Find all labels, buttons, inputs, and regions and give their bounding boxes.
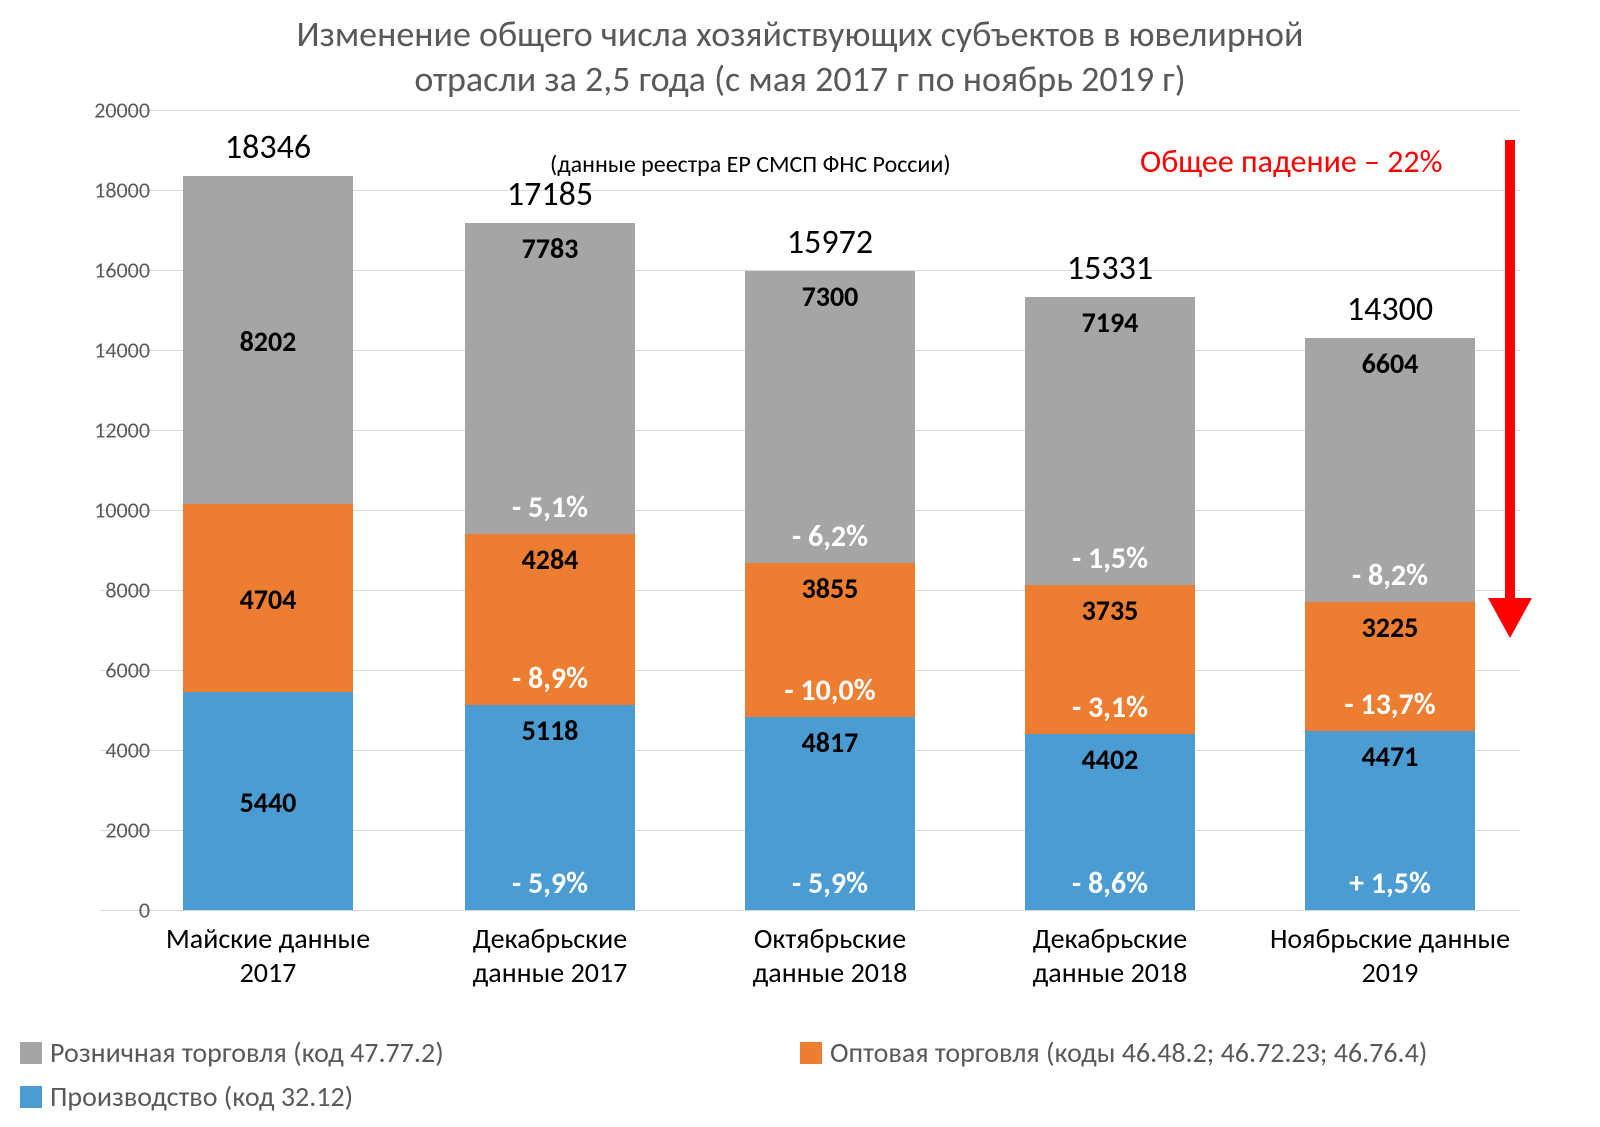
segment-value: 4402 (1025, 742, 1195, 777)
bar-segment-wholesale: 3735 - 3,1% (1025, 585, 1195, 734)
y-axis-label: 18000 (90, 177, 150, 204)
bar-segment-production: 5440 (183, 692, 353, 910)
y-axis-label: 6000 (90, 657, 150, 684)
source-annotation: (данные реестра ЕР СМСП ФНС России) (550, 150, 951, 179)
bar-segment-retail: 6604 - 8,2% (1305, 338, 1475, 602)
legend-label: Розничная торговля (код 47.77.2) (50, 1035, 444, 1070)
legend-label: Производство (код 32.12) (50, 1079, 353, 1114)
segment-value: 3855 (745, 571, 915, 606)
bar-segment-wholesale: 4704 (183, 504, 353, 692)
total-label: 18346 (183, 127, 353, 168)
legend-item: Оптовая торговля (коды 46.48.2; 46.72.23… (800, 1035, 1427, 1070)
segment-percent: - 1,5% (1025, 540, 1195, 577)
segment-percent: - 6,2% (745, 518, 915, 555)
segment-value: 4704 (183, 582, 353, 617)
overall-fall-annotation: Общее падение – 22% (1140, 142, 1443, 181)
legend-swatch (20, 1086, 42, 1108)
segment-percent: - 3,1% (1025, 689, 1195, 726)
segment-percent: - 10,0% (745, 672, 915, 709)
bar-group: 4471 + 1,5% 3225 - 13,7% 6604 - 8,2% 14300 (1305, 110, 1475, 910)
segment-percent: - 8,6% (1025, 865, 1195, 902)
y-axis-label: 4000 (90, 737, 150, 764)
segment-value: 7194 (1025, 305, 1195, 340)
y-axis-label: 12000 (90, 417, 150, 444)
y-axis-label: 10000 (90, 497, 150, 524)
segment-value: 3225 (1305, 610, 1475, 645)
segment-value: 5118 (465, 713, 635, 748)
arrow-head (1488, 598, 1532, 638)
y-axis-label: 2000 (90, 817, 150, 844)
legend-item: Розничная торговля (код 47.77.2) (20, 1035, 444, 1070)
segment-value: 3735 (1025, 593, 1195, 628)
bar-segment-wholesale: 3855 - 10,0% (745, 563, 915, 717)
gridline (100, 910, 1520, 911)
plot-area: 5440 4704 8202 18346 5118 - 5,9% 4284 - 8,9% 778… (100, 110, 1520, 910)
bar-segment-retail: 7194 - 1,5% (1025, 297, 1195, 585)
segment-value: 7300 (745, 279, 915, 314)
x-axis-label: Октябрьскиеданные 2018 (700, 922, 960, 989)
segment-value: 5440 (183, 785, 353, 820)
x-axis-label: Декабрьскиеданные 2017 (420, 922, 680, 989)
total-label: 15331 (1025, 248, 1195, 289)
bar-segment-retail: 7300 - 6,2% (745, 271, 915, 563)
bar-group: 5118 - 5,9% 4284 - 8,9% 7783 - 5,1% 17185 (465, 110, 635, 910)
legend-swatch (20, 1042, 42, 1064)
x-axis-label: Майские данные2017 (138, 922, 398, 989)
segment-value: 7783 (465, 231, 635, 266)
bar-segment-production: 4471 + 1,5% (1305, 731, 1475, 910)
segment-percent: - 5,9% (745, 865, 915, 902)
bar-segment-retail: 8202 (183, 176, 353, 504)
legend-label: Оптовая торговля (коды 46.48.2; 46.72.23… (830, 1035, 1427, 1070)
segment-value: 4284 (465, 542, 635, 577)
segment-percent: - 5,1% (465, 489, 635, 526)
segment-percent: - 13,7% (1305, 686, 1475, 723)
total-label: 14300 (1305, 289, 1475, 330)
y-axis-label: 8000 (90, 577, 150, 604)
legend-swatch (800, 1042, 822, 1064)
segment-percent: - 5,9% (465, 865, 635, 902)
bar-segment-retail: 7783 - 5,1% (465, 223, 635, 534)
segment-percent: + 1,5% (1305, 865, 1475, 902)
bar-segment-wholesale: 4284 - 8,9% (465, 534, 635, 705)
x-axis-label: Декабрьскиеданные 2018 (980, 922, 1240, 989)
total-label: 15972 (745, 222, 915, 263)
y-axis-label: 20000 (90, 97, 150, 124)
segment-value: 8202 (183, 324, 353, 359)
y-axis-label: 14000 (90, 337, 150, 364)
segment-value: 4817 (745, 725, 915, 760)
chart-container: 5440 4704 8202 18346 5118 - 5,9% 4284 - 8,9% 778… (20, 110, 1580, 1030)
bar-group: 4402 - 8,6% 3735 - 3,1% 7194 - 1,5% 15331 (1025, 110, 1195, 910)
bar-group: 5440 4704 8202 18346 (183, 110, 353, 910)
segment-value: 4471 (1305, 739, 1475, 774)
bar-segment-production: 4817 - 5,9% (745, 717, 915, 910)
chart-title: Изменение общего числа хозяйствующих суб… (0, 0, 1600, 102)
y-axis-label: 16000 (90, 257, 150, 284)
segment-percent: - 8,2% (1305, 557, 1475, 594)
bar-segment-wholesale: 3225 - 13,7% (1305, 602, 1475, 731)
y-axis-label: 0 (90, 897, 150, 924)
legend-item: Производство (код 32.12) (20, 1079, 353, 1114)
segment-percent: - 8,9% (465, 660, 635, 697)
bar-group: 4817 - 5,9% 3855 - 10,0% 7300 - 6,2% 15972 (745, 110, 915, 910)
x-axis-label: Ноябрьские данные2019 (1260, 922, 1520, 989)
total-label: 17185 (465, 174, 635, 215)
segment-value: 6604 (1305, 346, 1475, 381)
arrow-shaft (1505, 140, 1515, 600)
bar-segment-production: 5118 - 5,9% (465, 705, 635, 910)
bar-segment-production: 4402 - 8,6% (1025, 734, 1195, 910)
